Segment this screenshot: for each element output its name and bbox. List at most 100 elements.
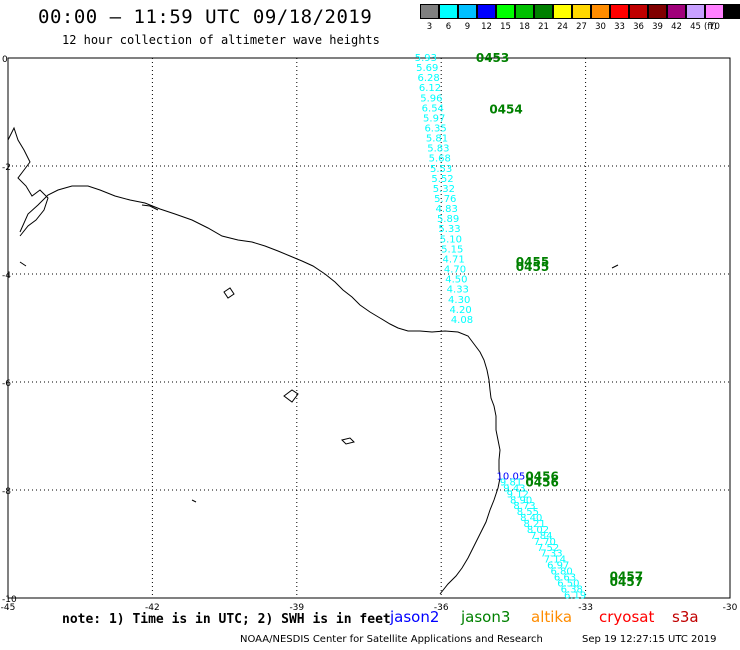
wave-height-label: 8.02 — [527, 525, 549, 536]
legend-bin: 33 — [609, 4, 629, 32]
wave-height-label: 5.96 — [420, 93, 442, 104]
wave-height-label: 5.33 — [438, 224, 460, 235]
satellite-altika: altika — [531, 608, 573, 626]
wave-height-label: 9.12 — [507, 489, 529, 500]
wave-height-label: 4.71 — [442, 254, 464, 265]
wave-height-label: 4.30 — [448, 295, 470, 306]
legend-label: 70 — [709, 22, 720, 32]
wave-height-label: 4.50 — [445, 275, 467, 286]
coastline — [7, 126, 619, 595]
legend-bin: 36 — [628, 4, 648, 32]
legend-bin: 12 — [476, 4, 496, 32]
wave-height-label: 5.89 — [437, 214, 459, 225]
note-text: note: 1) Time is in UTC; 2) SWH is in fe… — [62, 612, 391, 627]
wave-height-label: 6.50 — [557, 578, 579, 589]
satellite-jason2: jason2 — [390, 608, 440, 626]
wave-height-label: 5.52 — [431, 174, 453, 185]
wave-height-label: 6.19 — [564, 590, 586, 601]
legend-swatch — [533, 4, 553, 19]
wave-height-label: 6.80 — [550, 567, 572, 578]
wave-height-label: 6.28 — [418, 73, 440, 84]
map-frame — [7, 57, 731, 599]
lat-lon-grid — [8, 58, 730, 598]
footer-credit: NOAA/NESDIS Center for Satellite Applica… — [240, 634, 543, 645]
pass-time-label: 0457 — [610, 569, 643, 583]
legend-label: 42 — [671, 22, 682, 32]
wave-height-label: 10.05 — [497, 472, 526, 483]
axis-tick-labels: -45 -42 -39 -36 -33 -30 0 -2 -4 -6 -8 -10 — [1, 55, 738, 613]
color-legend: 3 6 9 12 15 18 21 24 27 30 33 36 39 42 45 70 — [419, 4, 740, 32]
wave-height-label: 7.14 — [544, 555, 566, 566]
island-2 — [283, 389, 299, 403]
legend-swatch — [647, 4, 667, 19]
y-tick-label: 0 — [2, 55, 8, 65]
island-5 — [191, 499, 197, 503]
wave-height-label: 6.35 — [424, 124, 446, 135]
wave-height-label: 7.33 — [540, 549, 562, 560]
wave-height-label: 8.55 — [517, 507, 539, 518]
legend-swatch — [571, 4, 591, 19]
y-tick-label: -10 — [2, 595, 17, 605]
legend-swatch — [685, 4, 705, 19]
legend-swatch — [666, 4, 686, 19]
satellite-tracks: 5.935.696.286.125.966.545.976.355.815.83… — [415, 51, 643, 601]
legend-label: 27 — [576, 22, 587, 32]
legend-label: 21 — [538, 22, 549, 32]
legend-label: 9 — [464, 22, 471, 32]
legend-swatch — [495, 4, 515, 19]
wave-height-label: 4.33 — [447, 285, 469, 296]
y-tick-label: -8 — [2, 487, 11, 497]
wave-height-label: 6.63 — [554, 572, 576, 583]
legend-swatch — [476, 4, 496, 19]
wave-height-label: 5.69 — [416, 63, 438, 74]
legend-bin: 6 — [438, 4, 458, 32]
wave-height-label: 5.10 — [440, 234, 462, 245]
legend-swatch — [514, 4, 534, 19]
legend-bin: 21 — [533, 4, 553, 32]
wave-height-label: 6.54 — [422, 103, 444, 114]
legend-label: 12 — [481, 22, 492, 32]
south-america-coastline — [19, 185, 501, 595]
legend-bin: 42 — [666, 4, 686, 32]
legend-bin: 39 — [647, 4, 667, 32]
pass-time-label: 0455 — [516, 260, 549, 274]
x-tick-label: -33 — [578, 603, 593, 613]
legend-label: 36 — [633, 22, 644, 32]
island-4 — [611, 264, 619, 269]
legend-swatch — [609, 4, 629, 19]
wave-height-label: 6.12 — [419, 83, 441, 94]
legend-swatch — [704, 4, 724, 19]
wave-height-label: 9.81 — [500, 477, 522, 488]
legend-bin: 9 — [457, 4, 477, 32]
y-tick-label: -2 — [2, 163, 11, 173]
wave-height-label: 5.32 — [433, 184, 455, 195]
wave-height-label: 4.20 — [449, 305, 471, 316]
map-subtitle: 12 hour collection of altimeter wave hei… — [62, 33, 380, 47]
legend-bin: 45 — [685, 4, 705, 32]
wave-height-label: 5.15 — [441, 244, 463, 255]
wave-height-label: 4.83 — [436, 204, 458, 215]
wave-height-label: 5.81 — [426, 134, 448, 145]
pass-time-label: 0453 — [476, 51, 509, 65]
legend-bin: 18 — [514, 4, 534, 32]
island-1 — [223, 287, 235, 299]
legend-bin: 70 — [704, 4, 724, 32]
satellite-cryosat: cryosat — [599, 608, 655, 626]
wave-height-label: 4.08 — [451, 315, 473, 326]
y-tick-label: -4 — [2, 271, 11, 281]
legend-swatch — [438, 4, 458, 19]
x-tick-label: -45 — [1, 603, 16, 613]
legend-swatch — [628, 4, 648, 19]
legend-bin: 24 — [552, 4, 572, 32]
wave-height-label: 6.38 — [561, 584, 583, 595]
legend-bin: 30 — [590, 4, 610, 32]
legend-label: 6 — [445, 22, 452, 32]
map-title: 00:00 – 11:59 UTC 09/18/2019 — [38, 6, 373, 28]
legend-bin: 15 — [495, 4, 515, 32]
wave-height-label: 5.83 — [427, 144, 449, 155]
wave-height-label: 7.70 — [534, 537, 556, 548]
wave-height-label: 8.40 — [520, 513, 542, 524]
legend-label: 39 — [652, 22, 663, 32]
pass-time-label: 0456 — [525, 470, 558, 484]
